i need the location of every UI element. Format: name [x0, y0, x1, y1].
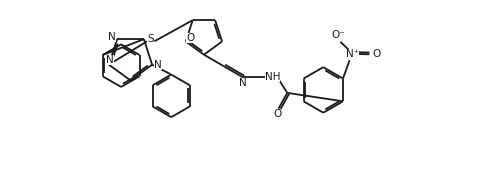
Text: N⁺: N⁺ — [346, 49, 359, 59]
Text: N: N — [154, 60, 162, 70]
Text: N: N — [107, 55, 114, 65]
Text: N: N — [240, 78, 247, 88]
Text: O⁻: O⁻ — [331, 30, 345, 40]
Text: O: O — [372, 49, 380, 59]
Text: NH: NH — [265, 73, 280, 83]
Text: O: O — [273, 109, 281, 119]
Text: O: O — [186, 33, 194, 43]
Text: N: N — [108, 32, 116, 42]
Text: S: S — [147, 34, 154, 44]
